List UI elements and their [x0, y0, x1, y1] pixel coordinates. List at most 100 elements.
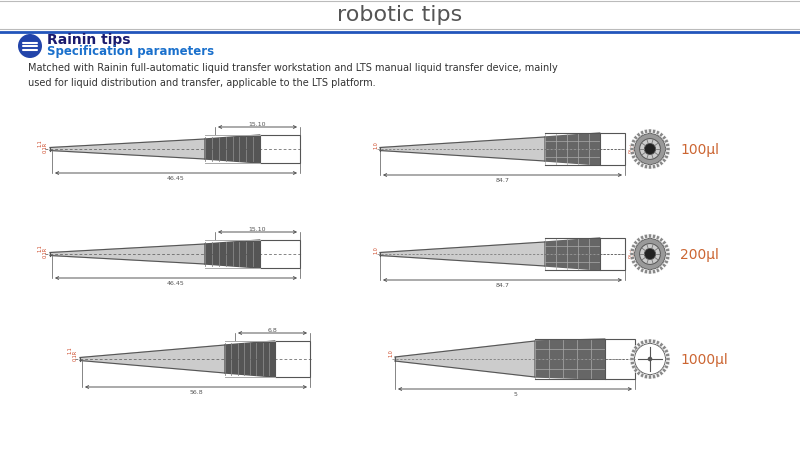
Circle shape: [640, 244, 661, 265]
Wedge shape: [666, 148, 670, 151]
Text: Rainin tips: Rainin tips: [47, 33, 130, 47]
Wedge shape: [659, 343, 664, 347]
Text: Matched with Rainin full-automatic liquid transfer workstation and LTS manual li: Matched with Rainin full-automatic liqui…: [28, 63, 558, 88]
Wedge shape: [630, 257, 634, 260]
Wedge shape: [644, 375, 648, 379]
Polygon shape: [545, 134, 600, 166]
Wedge shape: [652, 165, 656, 169]
Wedge shape: [662, 159, 666, 163]
Wedge shape: [666, 362, 670, 365]
Wedge shape: [636, 238, 641, 243]
Wedge shape: [666, 257, 670, 260]
Circle shape: [645, 249, 656, 260]
Wedge shape: [630, 144, 634, 147]
Wedge shape: [666, 358, 670, 361]
Wedge shape: [631, 140, 636, 144]
Wedge shape: [630, 358, 634, 361]
Wedge shape: [659, 266, 664, 271]
Text: 1.0
8.47: 1.0 8.47: [638, 354, 649, 364]
Text: 1.0: 1.0: [373, 246, 378, 253]
Wedge shape: [664, 365, 669, 369]
Wedge shape: [656, 373, 660, 378]
Text: 15.10: 15.10: [249, 226, 266, 231]
Wedge shape: [644, 165, 648, 169]
Wedge shape: [659, 133, 664, 138]
Wedge shape: [640, 131, 644, 136]
Wedge shape: [649, 270, 651, 274]
Wedge shape: [631, 156, 636, 160]
Bar: [600, 239, 625, 270]
Wedge shape: [636, 133, 641, 138]
Bar: [275, 341, 310, 377]
Wedge shape: [640, 373, 644, 378]
Wedge shape: [649, 235, 651, 239]
Wedge shape: [636, 161, 641, 166]
Polygon shape: [50, 245, 205, 264]
Text: robotic tips: robotic tips: [338, 5, 462, 25]
Wedge shape: [630, 152, 634, 156]
Text: 1000μl: 1000μl: [680, 352, 728, 366]
Wedge shape: [631, 244, 636, 249]
Wedge shape: [634, 136, 638, 141]
Text: 0.1R: 0.1R: [43, 246, 48, 257]
Wedge shape: [656, 131, 660, 136]
Text: 1.0
8.47: 1.0 8.47: [628, 249, 639, 260]
Bar: [605, 339, 635, 379]
Wedge shape: [630, 353, 634, 357]
Wedge shape: [656, 236, 660, 241]
Bar: [600, 134, 625, 166]
Wedge shape: [652, 235, 656, 239]
Text: 1.1: 1.1: [37, 139, 42, 146]
Text: 56.8: 56.8: [189, 389, 203, 394]
Circle shape: [634, 344, 666, 375]
Wedge shape: [640, 163, 644, 168]
Circle shape: [648, 358, 651, 361]
Wedge shape: [630, 248, 634, 252]
Wedge shape: [666, 248, 670, 252]
Bar: [260, 136, 300, 164]
Wedge shape: [649, 339, 651, 343]
Wedge shape: [662, 136, 666, 141]
Text: 1.0
8.47: 1.0 8.47: [628, 144, 639, 155]
Wedge shape: [640, 236, 644, 241]
Circle shape: [645, 144, 656, 155]
Wedge shape: [659, 238, 664, 243]
Polygon shape: [535, 339, 605, 379]
Text: 0.1R: 0.1R: [43, 141, 48, 152]
Text: 46.45: 46.45: [167, 280, 185, 285]
Text: 5: 5: [513, 391, 517, 396]
Text: 1.1: 1.1: [37, 244, 42, 252]
Wedge shape: [666, 152, 670, 156]
Polygon shape: [545, 239, 600, 270]
Wedge shape: [656, 268, 660, 273]
Wedge shape: [644, 235, 648, 239]
Polygon shape: [50, 140, 205, 160]
Bar: [260, 241, 300, 269]
Wedge shape: [659, 161, 664, 166]
Polygon shape: [205, 241, 260, 269]
Wedge shape: [649, 130, 651, 134]
Polygon shape: [380, 242, 545, 266]
Wedge shape: [640, 341, 644, 346]
Wedge shape: [644, 130, 648, 134]
Wedge shape: [664, 260, 669, 264]
Wedge shape: [631, 349, 636, 353]
Wedge shape: [634, 368, 638, 373]
Wedge shape: [631, 365, 636, 369]
Wedge shape: [652, 130, 656, 134]
Wedge shape: [636, 371, 641, 376]
Text: 1.0: 1.0: [388, 348, 393, 356]
Wedge shape: [662, 368, 666, 373]
Text: Specification parameters: Specification parameters: [47, 45, 214, 58]
Wedge shape: [630, 148, 634, 151]
Wedge shape: [652, 375, 656, 379]
Wedge shape: [644, 340, 648, 344]
Text: 84.7: 84.7: [495, 282, 510, 287]
Wedge shape: [662, 241, 666, 246]
Polygon shape: [395, 341, 535, 377]
Text: 1.1: 1.1: [67, 346, 72, 353]
Wedge shape: [634, 263, 638, 268]
Wedge shape: [662, 346, 666, 350]
Wedge shape: [666, 144, 670, 147]
Wedge shape: [652, 340, 656, 344]
